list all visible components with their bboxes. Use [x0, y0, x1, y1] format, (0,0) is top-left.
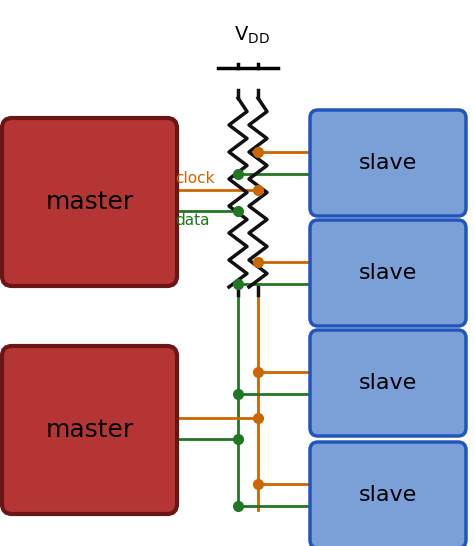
Text: slave: slave [359, 373, 417, 393]
Text: master: master [46, 190, 134, 214]
FancyBboxPatch shape [310, 110, 466, 216]
FancyBboxPatch shape [310, 442, 466, 546]
Text: $\mathregular{V_{DD}}$: $\mathregular{V_{DD}}$ [234, 25, 270, 46]
Text: slave: slave [359, 153, 417, 173]
Text: master: master [46, 418, 134, 442]
Text: data: data [175, 213, 210, 228]
Text: slave: slave [359, 263, 417, 283]
Text: slave: slave [359, 485, 417, 505]
Text: clock: clock [175, 171, 215, 186]
FancyBboxPatch shape [310, 330, 466, 436]
FancyBboxPatch shape [2, 118, 177, 286]
FancyBboxPatch shape [310, 220, 466, 326]
FancyBboxPatch shape [2, 346, 177, 514]
